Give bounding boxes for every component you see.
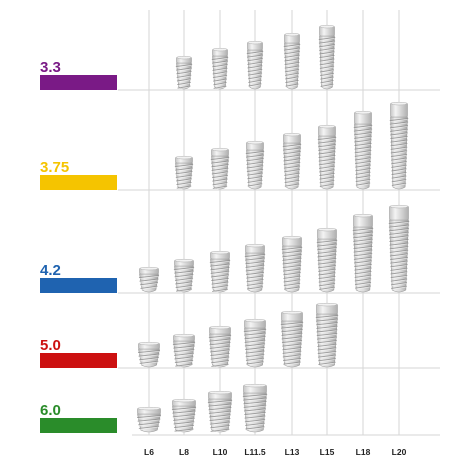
dental-implant-icon: [315, 302, 339, 368]
labels: 3.3 3.75 4.2 5.0 6.0 L6 L8 L10 L11.5 L13 L15 L18 L20: [40, 59, 407, 457]
diameter-bar-3.75: [40, 175, 117, 190]
dental-implant-icon: [211, 47, 229, 90]
dental-implant-icon: [208, 325, 232, 368]
dental-implant-icon: [317, 124, 337, 190]
dental-implant-icon: [175, 55, 193, 90]
dental-implant-icon: [242, 383, 268, 433]
dental-implant-icon: [138, 266, 160, 293]
diameter-label: 3.3: [40, 59, 61, 76]
dental-implant-icon: [172, 333, 196, 368]
length-label: L6: [144, 447, 154, 457]
dental-implant-icon: [171, 398, 197, 433]
dental-implant-icon: [136, 406, 162, 433]
length-label: L13: [285, 447, 300, 457]
length-label: L8: [179, 447, 189, 457]
dental-implant-icon: [280, 310, 304, 368]
dental-implant-icon: [388, 204, 410, 293]
diameter-bar-4.2: [40, 278, 117, 293]
dental-implant-icon: [246, 40, 264, 90]
dental-implant-icon: [245, 140, 265, 190]
dental-implant-icon: [137, 341, 161, 368]
dental-implant-icon: [283, 32, 301, 90]
dental-implant-icon: [281, 235, 303, 293]
diameter-label: 6.0: [40, 402, 61, 419]
diameter-bar-6.0: [40, 418, 117, 433]
dental-implant-icon: [318, 24, 336, 90]
length-label: L15: [320, 447, 335, 457]
length-label: L11.5: [244, 447, 266, 457]
diameter-label: 5.0: [40, 337, 61, 354]
diameter-label: 3.75: [40, 159, 69, 176]
implants: [136, 24, 410, 433]
dental-implant-icon: [243, 318, 267, 368]
diameter-bar-5.0: [40, 353, 117, 368]
diameter-label: 4.2: [40, 262, 61, 279]
dental-implant-icon: [389, 101, 409, 190]
length-label: L10: [213, 447, 228, 457]
dental-implant-icon: [173, 258, 195, 293]
diameter-bar-3.3: [40, 75, 117, 90]
dental-implant-icon: [353, 110, 373, 190]
dental-implant-icon: [209, 250, 231, 293]
dental-implant-icon: [316, 227, 338, 293]
dental-implant-icon: [244, 243, 266, 293]
length-label: L20: [392, 447, 407, 457]
dental-implant-icon: [207, 390, 233, 433]
dental-implant-icon: [282, 132, 302, 190]
dental-implant-icon: [174, 155, 194, 190]
length-label: L18: [356, 447, 371, 457]
dental-implant-icon: [352, 213, 374, 293]
dental-implant-icon: [210, 147, 230, 190]
